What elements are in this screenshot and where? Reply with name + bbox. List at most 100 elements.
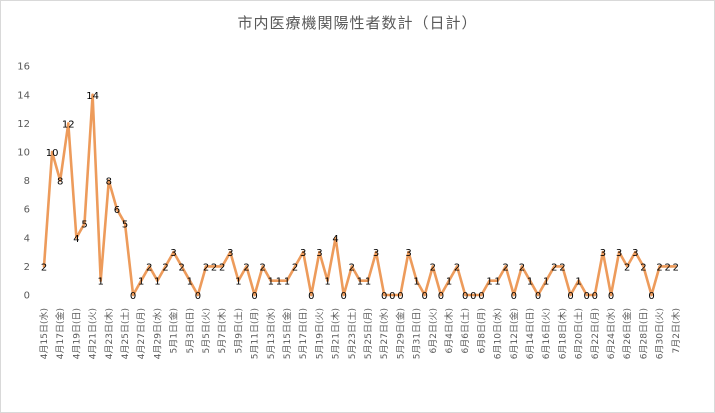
data-point — [261, 265, 264, 268]
data-point — [83, 222, 86, 225]
x-tick-label: 6月2日(火) — [428, 308, 439, 353]
data-point — [253, 293, 256, 297]
data-point — [366, 279, 370, 282]
data-point — [42, 265, 46, 268]
data-point — [318, 250, 321, 254]
data-label: 0 — [389, 291, 395, 302]
data-label: 14 — [86, 91, 99, 102]
chart-title: 市内医療機関陽性者数計（日計） — [237, 14, 478, 32]
data-point — [658, 265, 661, 268]
x-tick-label: 5月31日(日) — [412, 308, 423, 359]
data-point — [59, 179, 62, 182]
data-point — [439, 293, 443, 297]
x-tick-label: 6月30日(火) — [655, 308, 666, 359]
data-label: 2 — [559, 262, 565, 273]
data-point — [447, 279, 451, 282]
x-tick-label: 4月29日(水) — [151, 308, 163, 359]
data-label: 2 — [503, 262, 509, 273]
data-point — [172, 250, 175, 254]
data-point — [512, 293, 515, 297]
data-label: 1 — [365, 277, 371, 288]
data-point — [634, 250, 637, 254]
data-label: 2 — [551, 262, 557, 273]
x-tick-label: 4月19日(日) — [71, 308, 82, 359]
data-label: 1 — [268, 277, 274, 288]
x-tick-label: 5月25日(月) — [363, 308, 374, 359]
data-label: 0 — [422, 291, 428, 302]
data-point — [269, 279, 272, 282]
data-label: 3 — [316, 248, 322, 259]
y-tick-label: 10 — [17, 148, 30, 159]
data-label: 0 — [584, 291, 590, 302]
data-label: 3 — [405, 248, 411, 259]
data-point — [148, 265, 151, 268]
data-label: 0 — [251, 291, 257, 302]
x-tick-label: 6月22日(月) — [590, 308, 601, 359]
data-label: 0 — [308, 291, 314, 302]
data-point — [245, 265, 248, 268]
data-label: 2 — [179, 262, 185, 273]
data-label: 2 — [162, 262, 168, 273]
x-tick-label: 5月3日(日) — [185, 308, 196, 353]
data-label: 3 — [373, 248, 379, 259]
data-label: 0 — [608, 291, 614, 302]
data-point — [123, 222, 127, 225]
data-label: 3 — [616, 248, 622, 259]
data-point — [650, 293, 653, 297]
data-label: 5 — [122, 220, 128, 231]
data-point — [617, 250, 621, 254]
data-label: 3 — [170, 248, 176, 259]
data-point — [423, 293, 426, 297]
data-label: 2 — [640, 262, 646, 273]
x-tick-label: 4月17日(金) — [54, 308, 66, 359]
data-label: 1 — [187, 277, 193, 288]
data-point — [188, 279, 191, 282]
data-label: 2 — [146, 262, 152, 273]
data-label: 1 — [276, 277, 282, 288]
data-point — [156, 279, 159, 282]
data-label: 0 — [397, 291, 403, 302]
data-label: 1 — [543, 277, 549, 288]
data-point — [536, 293, 540, 297]
x-tick-label: 6月6日(土) — [459, 308, 471, 353]
data-point — [520, 265, 524, 268]
x-axis: 4月15日(水) 4月17日(金) 4月19日(日) 4月21日(火) 4月23日(木)… — [38, 308, 682, 359]
data-label: 2 — [219, 262, 225, 273]
data-point — [464, 293, 467, 297]
x-tick-label: 6月4日(木) — [443, 308, 455, 353]
data-label: 1 — [98, 277, 104, 288]
data-label: 2 — [656, 262, 662, 273]
x-tick-label: 5月19日(火) — [314, 308, 325, 359]
data-label: 1 — [494, 277, 500, 288]
data-point — [666, 265, 669, 268]
data-point — [553, 265, 556, 268]
data-label: 2 — [260, 262, 266, 273]
data-label: 0 — [381, 291, 387, 302]
y-tick-label: 0 — [24, 291, 30, 302]
x-tick-label: 4月15日(水) — [38, 308, 50, 359]
data-point — [496, 279, 499, 282]
data-point — [342, 293, 345, 297]
series-line — [42, 93, 678, 297]
data-label: 0 — [438, 291, 444, 302]
data-point — [545, 279, 548, 282]
data-point — [480, 293, 483, 297]
data-point — [302, 250, 305, 254]
x-tick-label: 5月15日(金) — [281, 308, 293, 359]
data-label: 1 — [357, 277, 363, 288]
x-tick-label: 5月27日(水) — [378, 308, 390, 359]
data-point — [310, 293, 313, 297]
data-point — [277, 279, 281, 282]
data-point — [455, 265, 459, 268]
data-label: 2 — [211, 262, 217, 273]
data-label: 2 — [430, 262, 436, 273]
data-point — [528, 279, 532, 282]
data-point — [237, 279, 240, 282]
data-label: 3 — [600, 248, 606, 259]
data-point — [107, 179, 111, 182]
x-tick-label: 5月1日(金) — [168, 308, 180, 353]
data-label: 0 — [130, 291, 136, 302]
data-label: 3 — [632, 248, 638, 259]
x-tick-label: 6月14日(日) — [525, 308, 536, 359]
